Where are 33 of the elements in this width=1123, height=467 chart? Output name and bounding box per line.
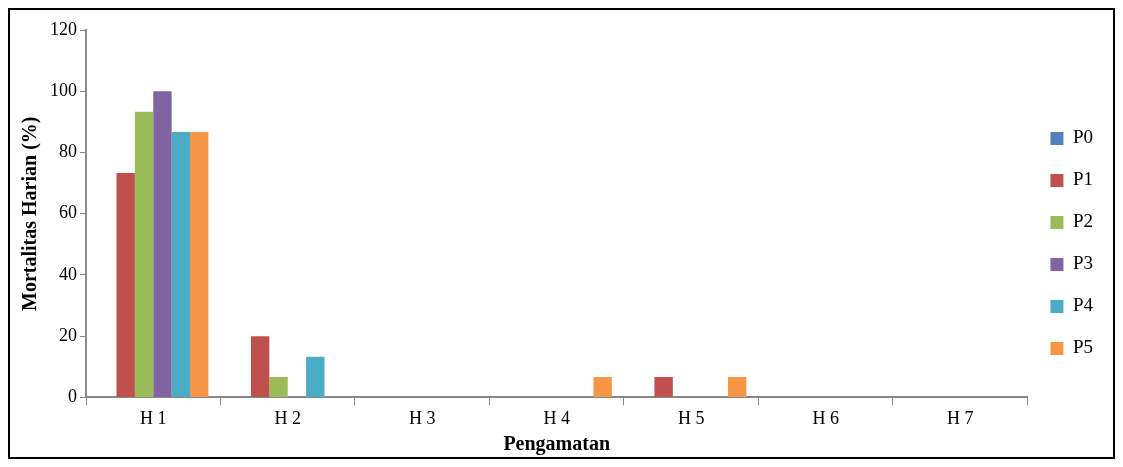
x-tick-label: H 7 <box>946 407 974 428</box>
y-tick-label: 0 <box>68 386 77 407</box>
x-tick-label: H 4 <box>543 407 570 428</box>
bar <box>116 172 135 397</box>
legend-label: P0 <box>1072 126 1094 148</box>
y-tick-label: 40 <box>59 263 77 284</box>
bar <box>171 131 191 397</box>
bar <box>134 111 154 397</box>
legend-label: P4 <box>1072 294 1094 316</box>
legend-label: P5 <box>1072 336 1094 358</box>
bar <box>306 356 325 397</box>
x-tick-label: H 5 <box>677 407 705 428</box>
bar <box>250 336 270 397</box>
y-tick-label: 80 <box>59 141 77 162</box>
legend-label: P2 <box>1072 210 1094 232</box>
y-tick-label: 120 <box>50 18 77 39</box>
y-axis-title: Mortalitas Harian (%) <box>18 116 42 311</box>
y-tick-label: 60 <box>59 202 77 223</box>
bar <box>269 376 288 397</box>
x-tick-label: H 1 <box>140 407 167 428</box>
bar <box>727 376 747 397</box>
legend-label: P1 <box>1072 168 1094 190</box>
x-tick-label: H 3 <box>408 407 436 428</box>
x-axis-title: Pengamatan <box>503 432 611 456</box>
bar <box>190 131 209 397</box>
y-tick-label: 20 <box>59 324 77 345</box>
bar <box>654 376 673 397</box>
y-tick-label: 100 <box>50 79 77 100</box>
bar <box>593 376 612 397</box>
x-tick-label: H 6 <box>812 407 839 428</box>
x-tick-label: H 2 <box>274 407 301 428</box>
legend-label: P3 <box>1072 252 1094 274</box>
bar <box>153 91 172 397</box>
